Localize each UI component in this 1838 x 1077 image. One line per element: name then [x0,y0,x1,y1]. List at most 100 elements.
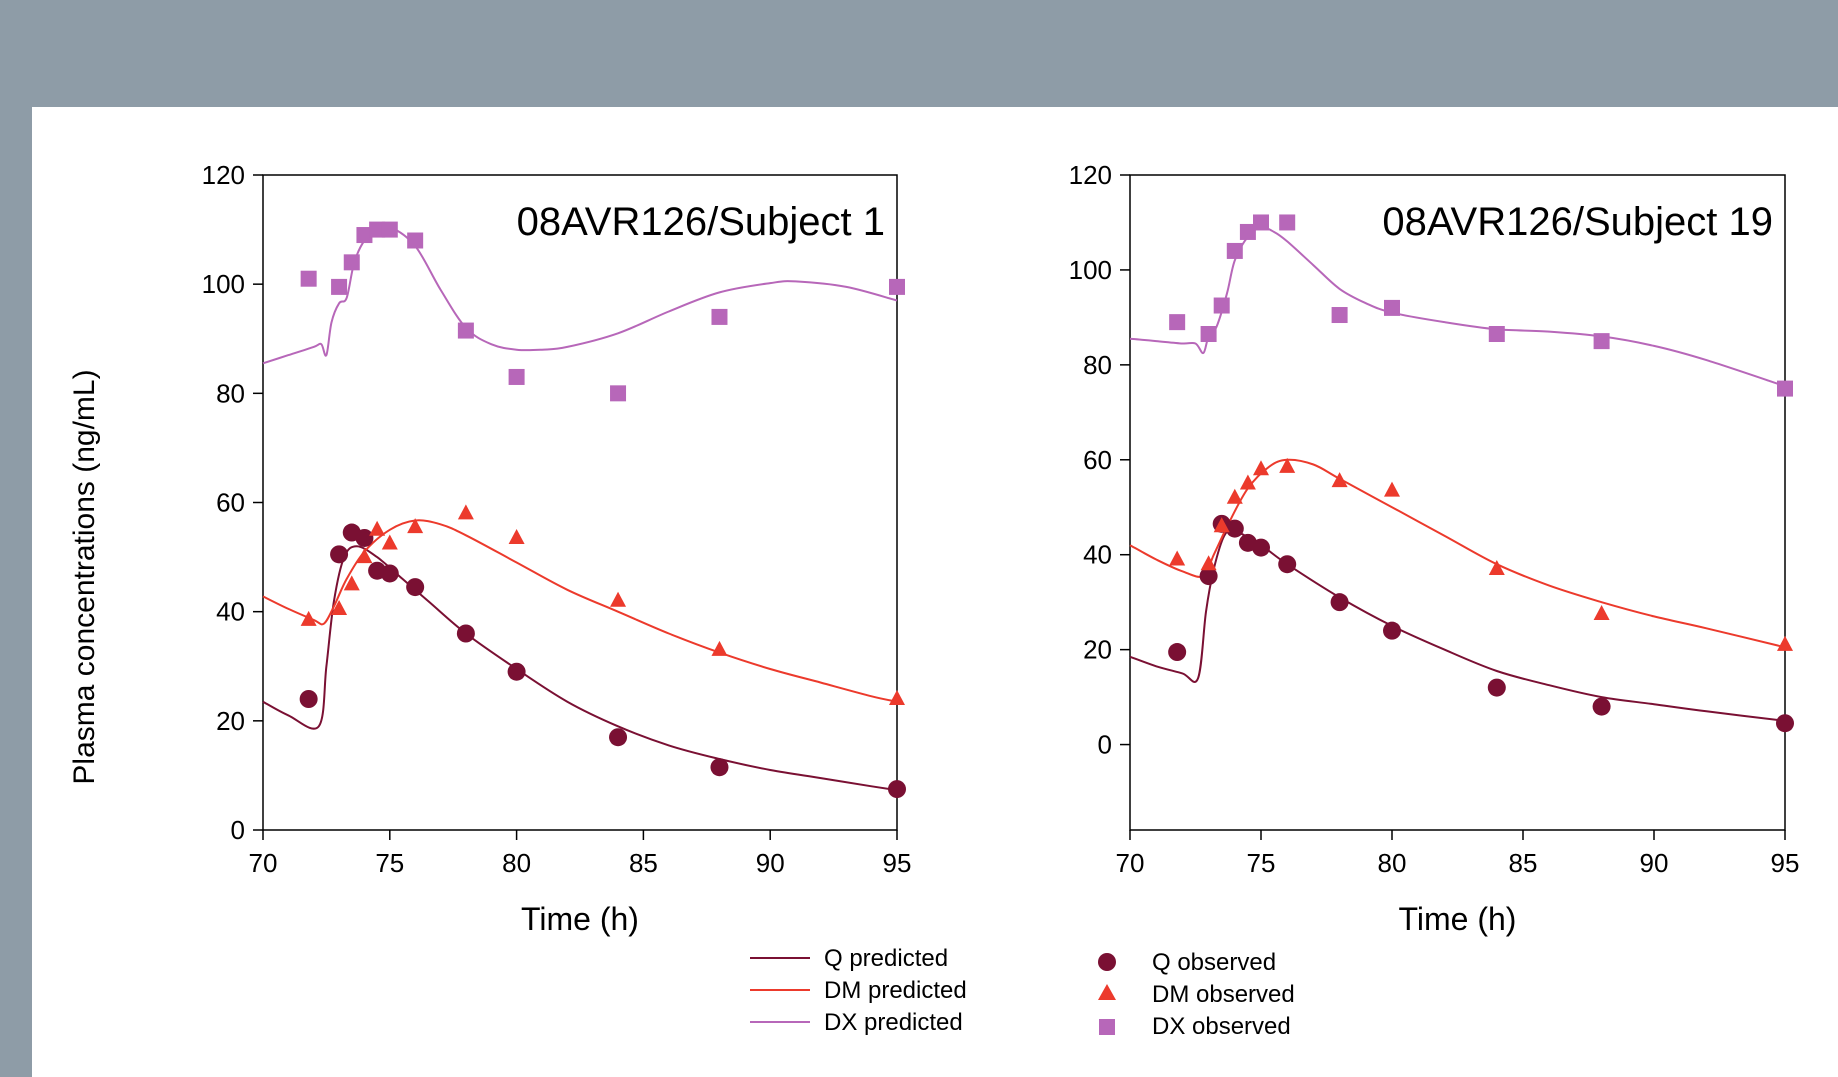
dm-observed-point [1213,517,1230,533]
dm-observed-point [457,504,474,520]
dx-observed-point [1384,299,1400,316]
y-tick-label: 20 [1083,635,1112,665]
dm-observed-point [331,599,348,615]
dm-observed-point [381,534,398,550]
y-tick-label: 120 [1069,160,1112,190]
dm-observed-point [1331,472,1348,488]
dx-observed-point [407,232,424,249]
dx-observed-point [381,221,398,238]
dx-observed-point [369,221,386,238]
dm-observed-point [407,518,424,534]
dx-observed-point [1777,380,1793,397]
dm-observed-point [1253,460,1269,476]
dx-observed-point [457,322,474,339]
q-predicted-line [262,545,898,792]
chart-subject-19: 70 75 80 85 90 95 0 20 40 60 80 100 120 Time (h) 08AVR… [1069,160,1800,937]
q-observed-point [1776,714,1794,733]
x-tick-label: 90 [756,848,785,878]
legend-dx-observed-label: DX observed [1152,1013,1291,1040]
dx-observed-point [1213,297,1230,314]
dx-observed-point [1253,214,1269,231]
y-tick-label: 60 [216,488,245,518]
x-tick-label: 85 [629,848,658,878]
y-tick-label: 80 [1083,350,1112,380]
dm-observed-point [889,690,905,705]
q-observed-point [1487,678,1506,697]
dm-observed-point [711,640,728,656]
x-tick-label: 90 [1640,848,1669,878]
x-tick-label: 75 [1247,848,1276,878]
dx-observed-point [610,385,627,402]
dx-observed-point [711,308,728,325]
y-tick-label: 120 [202,160,245,190]
q-observed-point [330,545,349,564]
q-observed-point [1199,567,1218,586]
dm-predicted-line [262,519,898,703]
legend-q-observed-label: Q observed [1152,949,1276,976]
dx-observed-point [1279,214,1296,231]
dx-observed-point [1593,333,1610,350]
dm-observed-point [356,548,373,564]
q-observed-point [1592,697,1611,716]
y-tick-label: 0 [1098,730,1112,760]
dm-observed-point [343,575,360,591]
x-tick-label: 75 [375,848,404,878]
legend-q-observed-marker [1098,953,1116,971]
dx-observed-point [1488,326,1505,343]
dx-observed-point [1169,314,1186,331]
q-observed-point [299,690,318,708]
dx-observed-point [508,368,525,385]
dm-observed-point [300,610,317,626]
legend-observed: Q observed DM observed DX observed [1098,949,1295,1040]
q-observed-point [888,780,906,799]
dm-observed-point [610,591,627,607]
y-tick-label: 0 [231,815,245,845]
dx-observed-point [1226,242,1243,259]
q-observed-point [355,528,374,547]
x-tick-label: 80 [502,848,531,878]
dm-observed-point [369,520,386,536]
legend-dx-observed-marker [1099,1019,1115,1035]
chart-subject-1: 70 75 80 85 90 95 0 20 40 60 80 100 120 Time (h) 08AVR… [202,160,912,937]
dx-observed-point [343,254,360,271]
dx-observed-point [331,278,348,295]
figure-canvas: Plasma concentrations (ng/mL) 70 75 80 85 90… [68,160,1800,1040]
legend-dx-predicted-label: DX predicted [824,1009,963,1036]
x-tick-label: 95 [883,848,912,878]
dx-predicted-line [1129,226,1786,388]
x-tick-label: 70 [1116,848,1145,878]
dm-observed-point [1777,635,1793,651]
legend-predicted: Q predicted DM predicted DX predicted [750,945,967,1036]
dm-predicted-line [1129,458,1786,649]
dm-observed-point [1239,474,1256,490]
dm-observed-point [1200,555,1217,571]
y-axis-label: Plasma concentrations (ng/mL) [68,369,101,784]
dm-observed-point [1593,605,1610,621]
dx-observed-point [1331,307,1348,324]
legend-dm-predicted-label: DM predicted [824,977,967,1004]
q-observed-point [1168,643,1187,662]
q-predicted-line [1129,529,1786,722]
dx-observed-point [300,270,317,287]
q-observed-point [1278,555,1297,574]
q-observed-point [380,564,399,583]
dm-observed-point [508,528,525,544]
q-observed-point [609,728,628,747]
x-tick-label: 80 [1378,848,1407,878]
y-tick-label: 20 [216,706,245,736]
q-observed-point [1330,593,1349,612]
dm-observed-point [1488,559,1505,575]
figure-panel: Plasma concentrations (ng/mL) 70 75 80 85 90… [32,107,1838,1077]
q-observed-point [507,662,526,681]
x-tick-label: 95 [1771,848,1800,878]
subject-annotation: 08AVR126/Subject 19 [1382,200,1773,244]
y-tick-label: 100 [1069,255,1112,285]
q-observed-point [1252,538,1270,557]
dx-observed-point [1200,326,1217,343]
q-observed-point [406,578,425,597]
q-observed-point [1383,621,1401,640]
dx-observed-point [356,227,373,244]
dm-observed-point [1226,488,1243,504]
plot-frame [262,174,898,831]
q-observed-point [710,758,729,777]
